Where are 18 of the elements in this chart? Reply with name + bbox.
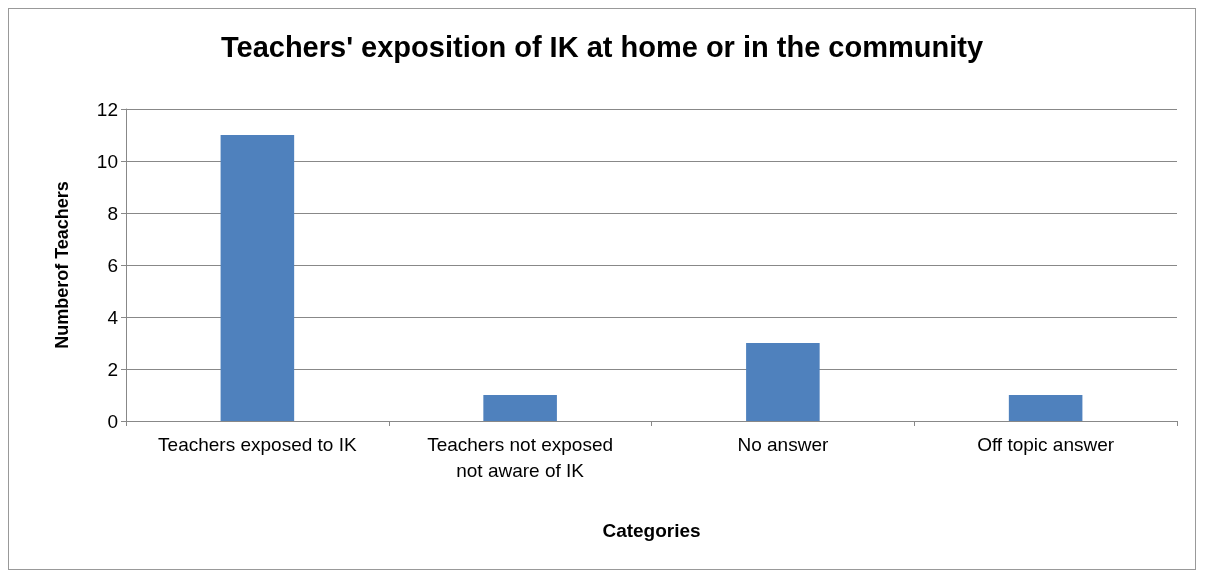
y-tick-label: 2 <box>107 358 118 380</box>
x-tick-label: Teachers exposed to IK <box>158 433 357 455</box>
y-tick-label: 6 <box>107 254 118 276</box>
bar <box>483 395 557 421</box>
y-tick-label: 4 <box>107 306 119 328</box>
bar <box>220 135 295 421</box>
chart-title: Teachers' exposition of IK at home or in the community <box>220 30 984 63</box>
y-axis-title: Numberof Teachers <box>52 181 72 349</box>
bar <box>1008 395 1083 421</box>
y-tick-label: 10 <box>96 150 118 172</box>
y-tick-label: 0 <box>107 410 118 432</box>
x-tick-label: Off topic answer <box>977 433 1115 455</box>
y-tick-label: 12 <box>96 98 118 120</box>
x-tick-label: Teachers not exposed not aware of IK <box>427 433 614 481</box>
bar <box>746 343 820 421</box>
x-tick-label: No answer <box>737 433 829 455</box>
x-axis-title: Categories <box>602 520 701 541</box>
y-tick-label: 8 <box>107 202 118 224</box>
